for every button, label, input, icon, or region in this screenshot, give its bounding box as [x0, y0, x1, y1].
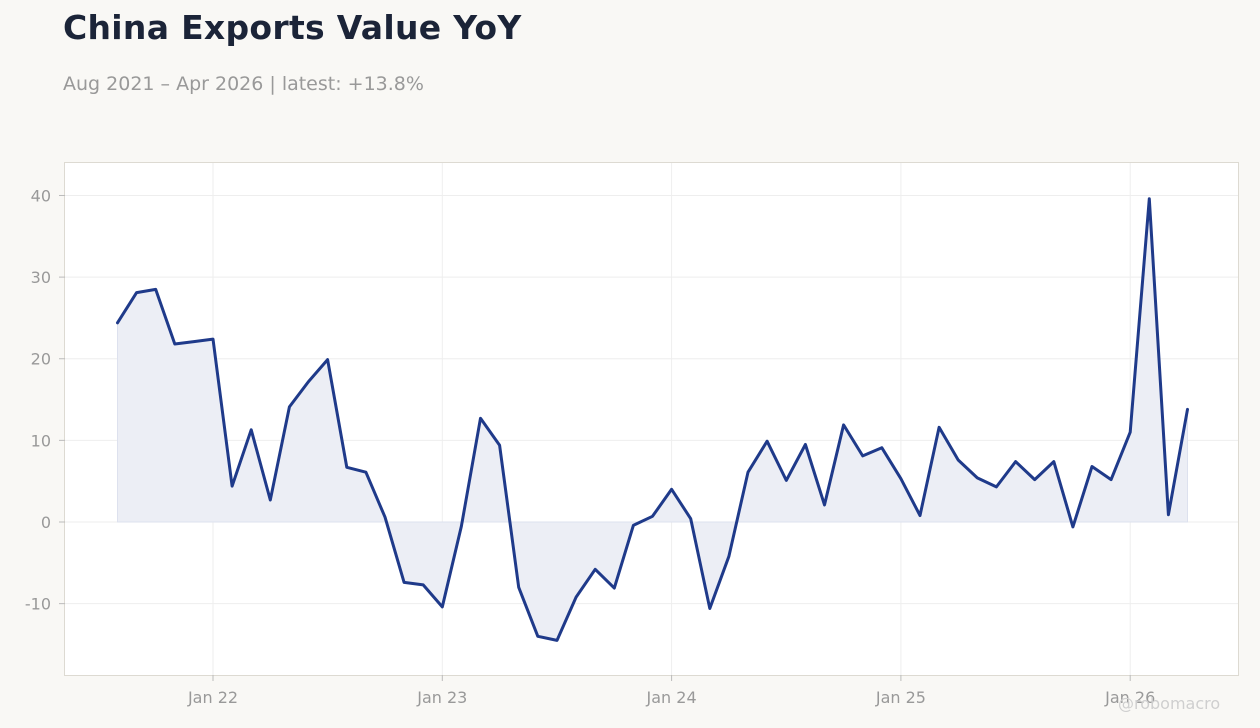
x-tick-label: Jan 25: [875, 688, 926, 707]
plot-area: [64, 162, 1239, 676]
x-tick-label: Jan 26: [1104, 688, 1155, 707]
chart-subtitle: Aug 2021 – Apr 2026 | latest: +13.8%: [63, 73, 424, 95]
y-tick-label: 20: [31, 350, 51, 369]
series-group: [116, 197, 1189, 642]
x-axis-ticks: Jan 22 Jan 23 Jan 24 Jan 25 Jan 26: [187, 675, 1155, 707]
y-tick-label: 10: [31, 431, 51, 450]
watermark: @robomacro: [1118, 694, 1221, 713]
x-tick-label: Jan 23: [416, 688, 467, 707]
y-tick-label: 0: [41, 513, 51, 532]
y-tick-label: 40: [31, 186, 51, 205]
y-tick-label: 30: [31, 268, 51, 287]
y-axis-ticks: -10 0 10 20 30 40: [25, 186, 65, 614]
y-tick-label: -10: [25, 595, 51, 614]
x-tick-label: Jan 24: [646, 688, 697, 707]
chart-title: China Exports Value YoY: [63, 8, 522, 47]
x-tick-label: Jan 22: [187, 688, 238, 707]
series-line: [116, 197, 1189, 642]
